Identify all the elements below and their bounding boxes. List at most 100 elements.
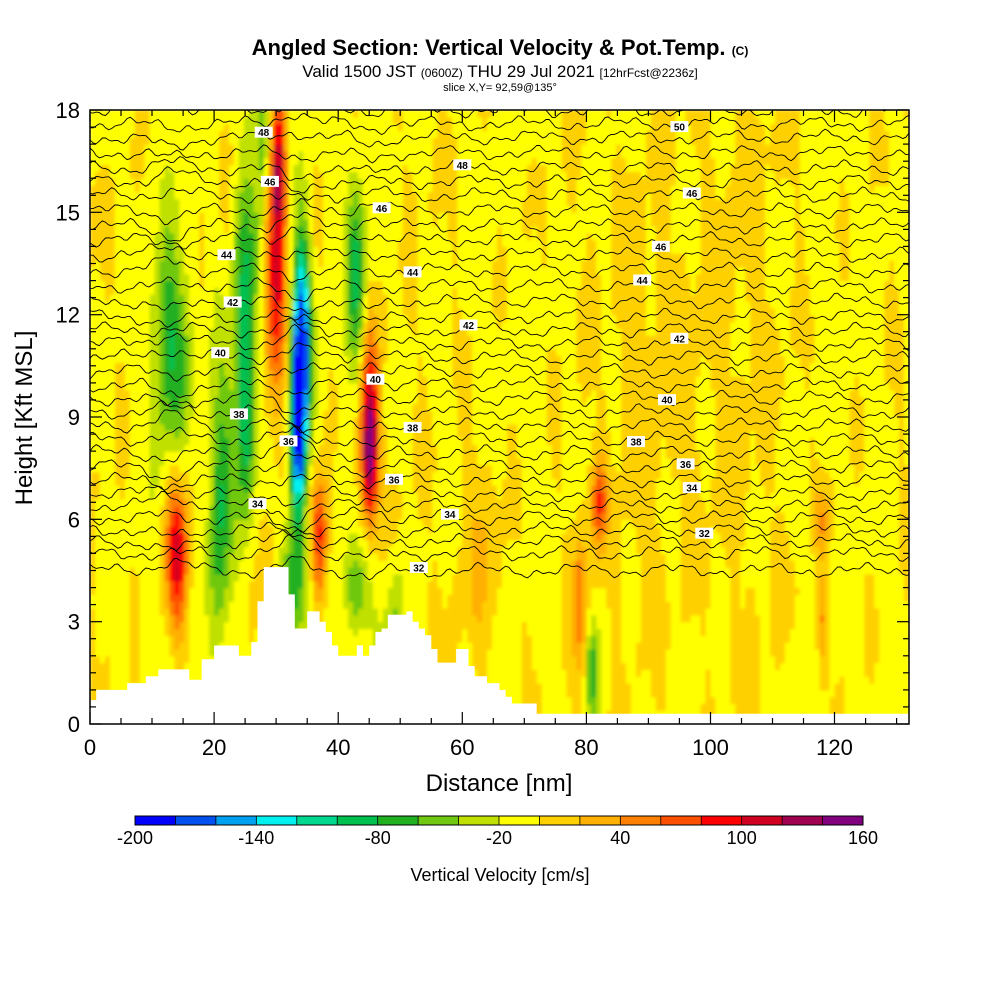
heatmap-cell (333, 492, 339, 500)
heatmap-cell (209, 328, 215, 336)
heatmap-cell (99, 287, 106, 295)
heatmap-cell (169, 266, 175, 275)
heatmap-cell (124, 273, 131, 282)
heatmap-cell (258, 321, 265, 329)
heatmap-cell (238, 464, 245, 473)
heatmap-cell (109, 185, 116, 193)
heatmap-cell (134, 225, 141, 234)
heatmap-cell (149, 403, 156, 411)
heatmap-cell (179, 116, 185, 125)
heatmap-cell (233, 266, 240, 275)
heatmap-cell (94, 239, 101, 248)
heatmap-cell (228, 341, 235, 350)
heatmap-cell (109, 580, 116, 589)
heatmap-cell (318, 553, 324, 561)
heatmap-cell (298, 498, 305, 507)
heatmap-cell (189, 573, 195, 582)
heatmap-cell (169, 376, 175, 384)
heatmap-cell (283, 232, 290, 241)
heatmap-cell (154, 110, 161, 118)
heatmap-cell (224, 116, 230, 125)
heatmap-cell (204, 157, 210, 166)
heatmap-cell (228, 198, 235, 207)
heatmap-cell (358, 253, 364, 261)
heatmap-cell (204, 341, 210, 350)
heatmap-cell (184, 464, 190, 473)
heatmap-cell (149, 410, 156, 418)
heatmap-cell (124, 423, 131, 432)
heatmap-cell (134, 396, 141, 404)
heatmap-cell (338, 594, 344, 602)
heatmap-cell (228, 417, 235, 425)
heatmap-cell (119, 341, 126, 350)
heatmap-cell (358, 301, 364, 309)
heatmap-cell (293, 191, 300, 200)
heatmap-cell (243, 519, 250, 527)
heatmap-cell (224, 478, 230, 486)
heatmap-cell (189, 635, 195, 643)
heatmap-cell (144, 205, 151, 213)
heatmap-cell (204, 239, 210, 248)
heatmap-cell (348, 423, 354, 432)
heatmap-cell (268, 389, 275, 398)
heatmap-cell (99, 451, 106, 459)
heatmap-cell (343, 301, 349, 309)
heatmap-cell (263, 205, 270, 213)
heatmap-cell (238, 287, 245, 295)
heatmap-cell (184, 130, 190, 138)
heatmap-cell (313, 369, 319, 377)
heatmap-cell (154, 273, 161, 282)
heatmap-cell (253, 178, 260, 186)
heatmap-cell (209, 314, 215, 323)
heatmap-cell (194, 512, 200, 520)
heatmap-cell (104, 423, 111, 432)
heatmap-cell (258, 464, 265, 473)
heatmap-cell (139, 266, 146, 275)
heatmap-cell (353, 239, 359, 248)
heatmap-cell (358, 294, 364, 302)
heatmap-cell (278, 137, 285, 145)
heatmap-cell (233, 219, 240, 227)
heatmap-cell (94, 382, 101, 391)
heatmap-cell (189, 280, 195, 288)
heatmap-cell (288, 198, 295, 207)
heatmap-cell (303, 144, 309, 152)
heatmap-cell (104, 567, 111, 575)
heatmap-cell (209, 178, 215, 186)
heatmap-cell (328, 219, 334, 227)
heatmap-cell (353, 314, 359, 323)
heatmap-cell (328, 457, 334, 466)
heatmap-cell (268, 532, 275, 541)
heatmap-cell (204, 498, 210, 507)
heatmap-cell (343, 130, 349, 138)
heatmap-cell (338, 266, 344, 275)
heatmap-cell (189, 362, 195, 370)
heatmap-cell (164, 171, 171, 179)
heatmap-cell (94, 587, 101, 595)
heatmap-cell (154, 423, 161, 432)
heatmap-cell (328, 280, 334, 288)
heatmap-cell (273, 519, 280, 527)
heatmap-cell (109, 519, 116, 527)
heatmap-cell (169, 410, 175, 418)
heatmap-cell (90, 587, 96, 595)
heatmap-cell (124, 417, 131, 425)
heatmap-cell (278, 314, 285, 323)
heatmap-cell (159, 273, 166, 282)
heatmap-cell (119, 648, 126, 657)
heatmap-cell (323, 362, 329, 370)
heatmap-cell (124, 144, 131, 152)
heatmap-cell (174, 417, 180, 425)
heatmap-cell (243, 294, 250, 302)
heatmap-cell (104, 485, 111, 493)
heatmap-cell (338, 635, 344, 643)
heatmap-cell (139, 539, 146, 548)
heatmap-cell (144, 580, 151, 589)
heatmap-cell (189, 485, 195, 493)
heatmap-cell (308, 369, 314, 377)
heatmap-cell (238, 335, 245, 343)
heatmap-cell (94, 437, 101, 445)
heatmap-cell (273, 232, 280, 241)
heatmap-cell (243, 444, 250, 452)
heatmap-cell (159, 341, 166, 350)
